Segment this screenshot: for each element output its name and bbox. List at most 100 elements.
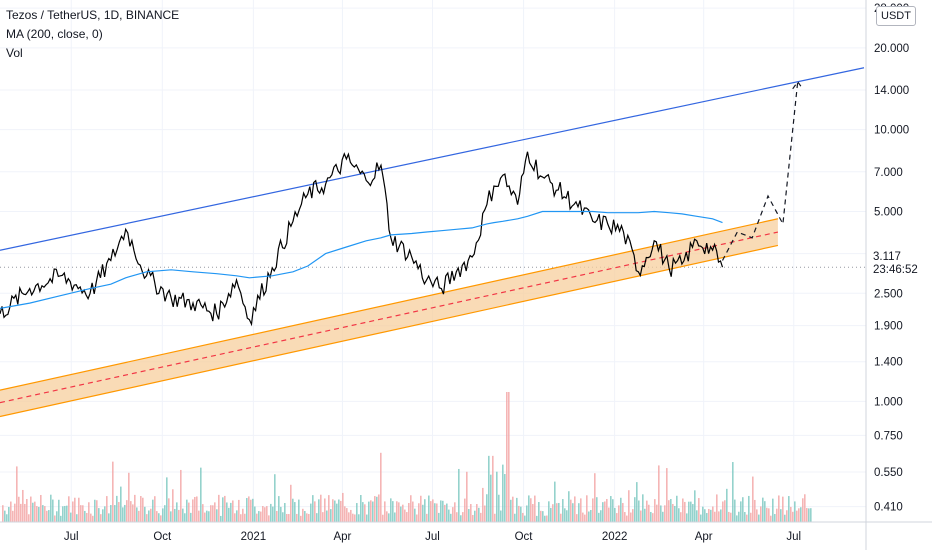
projection-path[interactable] [721,80,804,261]
volume-bar [174,508,176,522]
volume-bar [512,496,514,522]
volume-bar [222,497,224,522]
volume-bar [550,507,552,522]
channel-midline[interactable] [0,231,779,404]
currency-unit-button[interactable]: USDT [876,6,916,26]
volume-bar [612,499,614,522]
volume-bar [262,506,264,522]
volume-bar [460,515,462,522]
volume-bar [402,504,404,522]
time-tick-label: Apr [695,531,713,543]
volume-bar [166,477,168,522]
volume-bar [680,512,682,522]
volume-bar [746,514,748,522]
volume-bar [304,511,306,522]
volume-bar [624,512,626,522]
volume-bar [292,498,294,522]
time-axis[interactable]: Jul Oct 2021 Apr Jul Oct 2022 Apr Jul [0,521,932,543]
volume-bar [544,515,546,522]
volume-bar [70,512,72,522]
volume-bar [660,505,662,522]
volume-bar [536,515,538,522]
volume-bar [732,462,734,522]
volume-bar [614,507,616,522]
time-tick-label: Jul [425,531,440,543]
channel-upper-edge[interactable] [0,218,779,391]
volume-bar [458,468,460,522]
volume-bar [60,515,62,522]
volume-bar [380,452,382,522]
volume-bar [464,498,466,522]
chart-grid [0,0,866,522]
volume-bar [272,506,274,522]
time-tick-label: Jul [64,531,79,543]
ma-indicator-label[interactable]: MA (200, close, 0) [6,27,103,41]
volume-bar [490,474,492,522]
volume-bar [810,508,812,522]
volume-bar [424,499,426,522]
volume-bar [662,511,664,522]
price-tick-label: 1.900 [874,321,903,333]
volume-bar [450,513,452,522]
volume-bar [674,505,676,522]
volume-bar [398,502,400,522]
volume-bar [318,499,320,522]
volume-bar [234,513,236,522]
volume-bar [68,496,70,522]
volume-bar [478,507,480,522]
volume-bar [48,510,50,522]
volume-bar [524,515,526,522]
volume-bar [340,500,342,522]
volume-bar [602,502,604,522]
volume-bar [122,507,124,522]
volume-bar [428,495,430,522]
volume-bar [228,507,230,522]
volume-bar [336,503,338,522]
symbol-title[interactable]: Tezos / TetherUS, 1D, BINANCE [6,8,180,22]
volume-bar [206,510,208,522]
volume-bar [332,499,334,522]
volume-bar [420,495,422,522]
volume-bar [604,501,606,522]
volume-bar [218,494,220,522]
volume-bar [244,513,246,522]
volume-bar [698,498,700,522]
price-tick-label: 10.000 [874,125,909,137]
volume-bar [652,513,654,522]
volume-bar [794,501,796,522]
volume-bar [648,504,650,522]
volume-bar [58,499,60,522]
volume-bar [160,515,162,522]
volume-bar [764,501,766,522]
volume-bar [582,512,584,522]
volume-bar [10,501,12,522]
upper-trendline[interactable] [0,67,865,251]
volume-bar [772,498,774,522]
volume-bar [396,501,398,522]
volume-bar [24,503,26,522]
volume-bar [320,494,322,522]
volume-bar [576,514,578,522]
volume-bar [128,472,130,522]
volume-bar [250,499,252,522]
volume-bar [108,513,110,522]
volume-indicator-label[interactable]: Vol [6,46,23,60]
volume-bar [786,510,788,522]
volume-bar [530,498,532,522]
volume-bar [290,484,292,522]
volume-bar [368,501,370,522]
volume-bar [366,514,368,522]
volume-bar [780,509,782,522]
volume-bar [310,503,312,522]
volume-bar [88,502,90,522]
volume-bar [588,511,590,522]
channel-lower-edge[interactable] [0,244,779,418]
volume-bar [766,507,768,522]
volume-bar [432,499,434,522]
volume-bar [216,509,218,522]
time-tick-label: 2022 [602,531,628,543]
volume-bar [522,512,524,522]
volume-bar [502,464,504,522]
volume-bar [256,513,258,522]
